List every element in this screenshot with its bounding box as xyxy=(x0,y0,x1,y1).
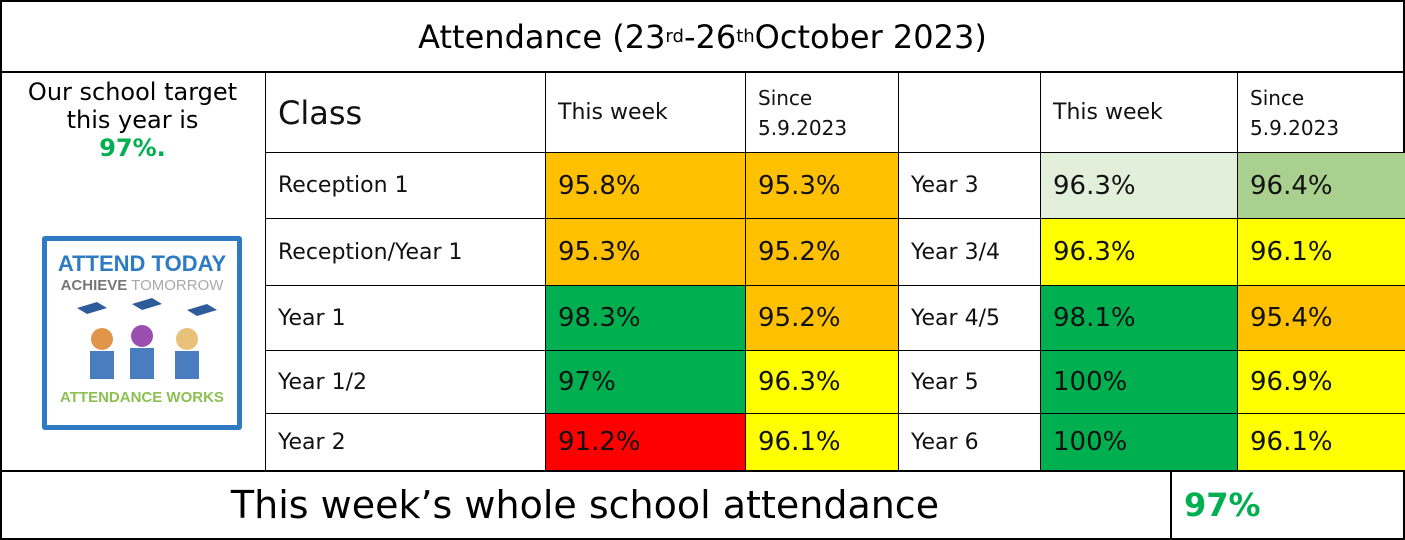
header-cell: Since 5.9.2023 xyxy=(745,72,899,153)
class-name: Year 6 xyxy=(898,413,1041,471)
attendance-this-week: 96.3% xyxy=(1040,218,1238,286)
class-name-text: Year 5 xyxy=(911,370,979,395)
attendance-this-week: 98.1% xyxy=(1040,285,1238,351)
poster-line: ATTENDANCE WORKS xyxy=(47,389,237,406)
title-text: October 2023) xyxy=(755,18,987,56)
attendance-this-week-text: 98.1% xyxy=(1053,303,1136,333)
class-name: Year 1/2 xyxy=(265,350,546,414)
attendance-since: 95.4% xyxy=(1237,285,1405,351)
attendance-this-week-text: 91.2% xyxy=(558,427,641,457)
class-name-text: Year 6 xyxy=(911,430,979,455)
class-name: Reception/Year 1 xyxy=(265,218,546,286)
poster-line: ACHIEVE TOMORROW xyxy=(47,277,237,294)
attendance-this-week-text: 95.8% xyxy=(558,171,641,201)
class-name-text: Year 1/2 xyxy=(278,370,367,395)
title-sup: rd xyxy=(665,26,684,47)
header-cell: This week xyxy=(545,72,746,153)
class-name: Year 3/4 xyxy=(898,218,1041,286)
class-name: Year 1 xyxy=(265,285,546,351)
attendance-this-week-text: 98.3% xyxy=(558,303,641,333)
attendance-since-text: 96.3% xyxy=(758,367,841,397)
target: Our school target this year is 97%. xyxy=(20,78,245,162)
class-name-text: Year 2 xyxy=(278,430,346,455)
header-cell-text: This week xyxy=(558,98,668,128)
class-name-text: Year 4/5 xyxy=(911,306,1000,331)
attendance-this-week-text: 97% xyxy=(558,367,616,397)
class-name-text: Year 3/4 xyxy=(911,240,1000,265)
attendance-since-text: 96.9% xyxy=(1250,367,1333,397)
class-name: Year 4/5 xyxy=(898,285,1041,351)
page: Attendance (23rd-26th October 2023) Our … xyxy=(0,0,1405,540)
header-cell: Since 5.9.2023 xyxy=(1237,72,1405,153)
title-text: -26 xyxy=(684,18,736,56)
header-cell: This week xyxy=(1040,72,1238,153)
attendance-since-text: 96.1% xyxy=(1250,427,1333,457)
attendance-this-week: 91.2% xyxy=(545,413,746,471)
attendance-this-week-text: 95.3% xyxy=(558,237,641,267)
class-name: Reception 1 xyxy=(265,152,546,219)
title-sup: th xyxy=(736,26,754,47)
attendance-this-week: 96.3% xyxy=(1040,152,1238,219)
attendance-since-text: 96.1% xyxy=(758,427,841,457)
class-name-text: Reception 1 xyxy=(278,173,409,198)
poster-word: TOMORROW xyxy=(127,277,223,294)
attendance-since-text: 95.4% xyxy=(1250,303,1333,333)
header-cell-text: Since 5.9.2023 xyxy=(758,83,878,143)
attendance-this-week-text: 96.3% xyxy=(1053,171,1136,201)
header-cell xyxy=(898,72,1041,153)
header-cell-text: Class xyxy=(278,94,362,132)
attendance-since: 95.3% xyxy=(745,152,899,219)
attendance-this-week: 95.8% xyxy=(545,152,746,219)
attendance-since: 95.2% xyxy=(745,285,899,351)
attendance-since: 96.1% xyxy=(745,413,899,471)
header-cell-text: This week xyxy=(1053,98,1163,128)
attendance-since-text: 95.2% xyxy=(758,237,841,267)
attendance-this-week-text: 96.3% xyxy=(1053,237,1136,267)
class-name: Year 2 xyxy=(265,413,546,471)
attendance-since-text: 95.2% xyxy=(758,303,841,333)
class-name-text: Year 1 xyxy=(278,306,346,331)
attendance-since: 96.4% xyxy=(1237,152,1405,219)
attendance-since-text: 95.3% xyxy=(758,171,841,201)
footer-value: 97% xyxy=(1170,470,1405,540)
poster: ATTEND TODAY ACHIEVE TOMORROW ATTENDANCE… xyxy=(42,236,242,430)
attendance-since-text: 96.4% xyxy=(1250,171,1333,201)
poster-word: ACHIEVE xyxy=(61,277,128,294)
title-text: Attendance (23 xyxy=(418,18,665,56)
poster-line: ATTEND TODAY xyxy=(47,251,237,277)
footer-label: This week’s whole school attendance xyxy=(0,470,1170,540)
attendance-since: 95.2% xyxy=(745,218,899,286)
header-cell-text: Since 5.9.2023 xyxy=(1250,83,1370,143)
poster-figures xyxy=(47,294,237,384)
target-text: Our school target this year is xyxy=(28,78,237,134)
target-value: 97%. xyxy=(99,134,166,162)
attendance-this-week: 98.3% xyxy=(545,285,746,351)
attendance-since: 96.1% xyxy=(1237,218,1405,286)
attendance-since: 96.9% xyxy=(1237,350,1405,414)
attendance-this-week-text: 100% xyxy=(1053,367,1127,397)
attendance-since: 96.3% xyxy=(745,350,899,414)
attendance-since-text: 96.1% xyxy=(1250,237,1333,267)
class-name-text: Year 3 xyxy=(911,173,979,198)
attendance-this-week: 97% xyxy=(545,350,746,414)
class-name: Year 3 xyxy=(898,152,1041,219)
class-name-text: Reception/Year 1 xyxy=(278,240,463,265)
attendance-this-week-text: 100% xyxy=(1053,427,1127,457)
attendance-since: 96.1% xyxy=(1237,413,1405,471)
attendance-this-week: 100% xyxy=(1040,413,1238,471)
attendance-this-week: 100% xyxy=(1040,350,1238,414)
attendance-this-week: 95.3% xyxy=(545,218,746,286)
class-name: Year 5 xyxy=(898,350,1041,414)
header-cell: Class xyxy=(265,72,546,153)
